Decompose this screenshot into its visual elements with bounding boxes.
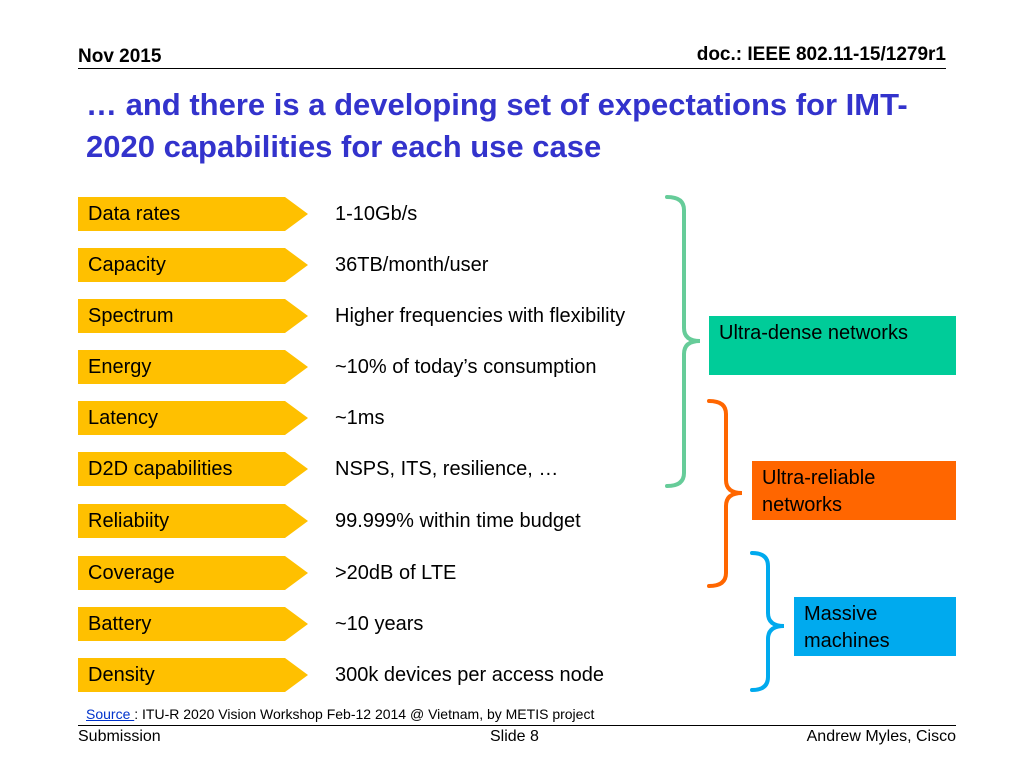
capability-chevron: Energy bbox=[78, 350, 308, 384]
capability-row: Capacity 36TB/month/user bbox=[78, 248, 678, 282]
capability-row: D2D capabilities NSPS, ITS, resilience, … bbox=[78, 452, 678, 486]
capability-label: D2D capabilities bbox=[88, 458, 233, 480]
capability-row: Latency ~1ms bbox=[78, 401, 678, 435]
capability-row: Battery ~10 years bbox=[78, 607, 678, 641]
slide-title: … and there is a developing set of expec… bbox=[86, 87, 908, 164]
footer-submission: Submission bbox=[78, 728, 161, 745]
capability-chevron: Data rates bbox=[78, 197, 308, 231]
header-divider bbox=[78, 68, 946, 69]
capability-value: ~10% of today’s consumption bbox=[335, 356, 597, 378]
capability-label: Reliabiity bbox=[88, 510, 170, 532]
use-case-ultra-reliable: Ultra-reliable networks bbox=[752, 461, 956, 520]
capability-label: Data rates bbox=[88, 203, 181, 225]
use-case-ultra-dense: Ultra-dense networks bbox=[709, 316, 956, 375]
use-case-massive-machines: Massive machines bbox=[794, 597, 956, 656]
header-date: Nov 2015 bbox=[78, 46, 162, 67]
capability-value: 1-10Gb/s bbox=[335, 203, 418, 225]
source-text: : ITU-R 2020 Vision Workshop Feb-12 2014… bbox=[134, 706, 595, 722]
capability-chevron: Coverage bbox=[78, 556, 308, 590]
capability-value: ~10 years bbox=[335, 613, 424, 635]
capability-chevron: Reliabiity bbox=[78, 504, 308, 538]
capability-row: Spectrum Higher frequencies with flexibi… bbox=[78, 299, 678, 333]
brace-ultra-reliable bbox=[707, 399, 743, 588]
footer-slide-number: Slide 8 bbox=[490, 728, 539, 745]
source-link[interactable]: Source bbox=[86, 706, 135, 722]
capability-value: 99.999% within time budget bbox=[335, 510, 581, 532]
capability-value: ~1ms bbox=[335, 407, 385, 429]
capability-label: Spectrum bbox=[88, 305, 174, 327]
capability-chevron: Capacity bbox=[78, 248, 308, 282]
capability-label: Latency bbox=[88, 407, 159, 429]
capability-value: Higher frequencies with flexibility bbox=[335, 305, 626, 327]
capability-value: 36TB/month/user bbox=[335, 254, 489, 276]
capability-chevron: Density bbox=[78, 658, 308, 692]
capability-label: Capacity bbox=[88, 254, 166, 276]
capability-label: Density bbox=[88, 664, 155, 686]
capability-row: Density 300k devices per access node bbox=[78, 658, 678, 692]
source-note: Source : ITU-R 2020 Vision Workshop Feb-… bbox=[86, 706, 594, 722]
capability-row: Reliabiity 99.999% within time budget bbox=[78, 504, 678, 538]
capability-value: 300k devices per access node bbox=[335, 664, 605, 686]
capability-chevron: D2D capabilities bbox=[78, 452, 308, 486]
capability-row: Data rates 1-10Gb/s bbox=[78, 197, 678, 231]
footer-divider bbox=[78, 725, 956, 726]
capability-label: Battery bbox=[88, 613, 152, 635]
capability-label: Energy bbox=[88, 356, 152, 378]
brace-massive-machines bbox=[750, 551, 785, 692]
capability-value: NSPS, ITS, resilience, … bbox=[335, 458, 559, 480]
capability-label: Coverage bbox=[88, 562, 175, 584]
header-doc-id: doc.: IEEE 802.11-15/1279r1 bbox=[696, 44, 946, 65]
capability-row: Coverage >20dB of LTE bbox=[78, 556, 678, 590]
capability-value: >20dB of LTE bbox=[335, 562, 457, 584]
capability-chevron: Spectrum bbox=[78, 299, 308, 333]
capability-chevron: Battery bbox=[78, 607, 308, 641]
footer-author: Andrew Myles, Cisco bbox=[806, 728, 956, 745]
brace-ultra-dense bbox=[665, 195, 701, 488]
capability-row: Energy ~10% of today’s consumption bbox=[78, 350, 678, 384]
capability-chevron: Latency bbox=[78, 401, 308, 435]
